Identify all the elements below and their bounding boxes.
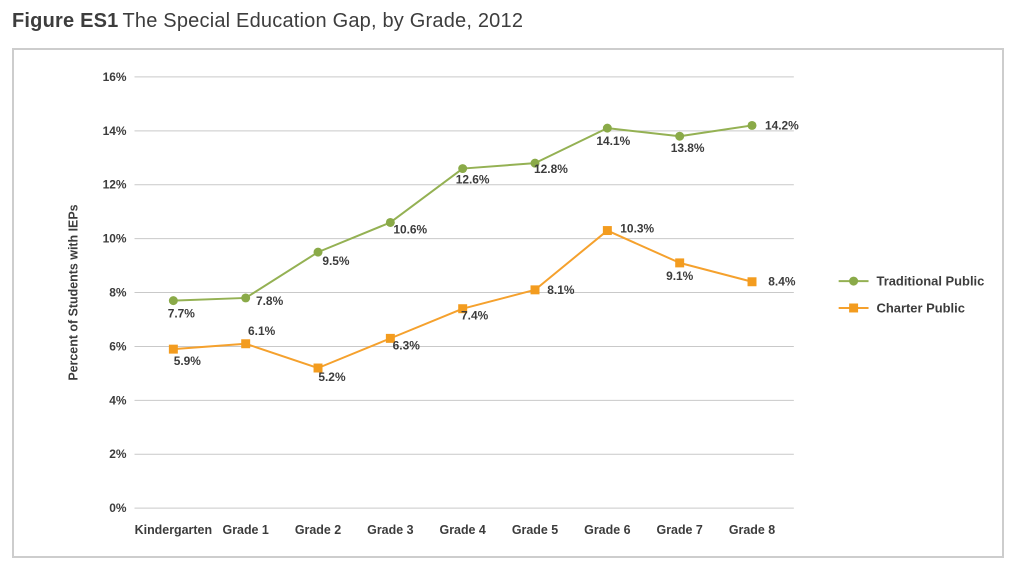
y-tick-label: 10% — [103, 232, 127, 246]
legend-marker-icon — [849, 303, 859, 313]
y-tick-label: 4% — [109, 393, 127, 407]
data-point-marker — [313, 363, 323, 373]
data-point-marker — [530, 158, 540, 168]
data-point-label: 10.6% — [393, 222, 427, 236]
data-point-marker — [313, 247, 323, 257]
data-point-marker — [458, 304, 468, 314]
data-point-marker — [602, 123, 612, 133]
data-point-label: 7.8% — [256, 294, 284, 308]
x-tick-label: Grade 1 — [223, 523, 269, 537]
y-tick-label: 12% — [103, 178, 127, 192]
data-point-label: 6.3% — [393, 338, 421, 352]
data-point-marker — [385, 217, 395, 227]
data-point-label: 14.2% — [765, 118, 799, 132]
data-point-marker — [675, 258, 685, 268]
legend-label: Charter Public — [877, 300, 965, 315]
data-point-label: 7.7% — [168, 307, 196, 321]
data-point-label: 8.1% — [547, 283, 575, 297]
data-point-label: 13.8% — [671, 141, 705, 155]
data-point-marker — [168, 344, 178, 354]
figure-title-text: The Special Education Gap, by Grade, 201… — [122, 10, 524, 32]
data-point-marker — [241, 293, 251, 303]
y-axis-title: Percent of Students with IEPs — [67, 204, 81, 380]
y-tick-label: 2% — [109, 447, 127, 461]
data-point-marker — [458, 164, 468, 174]
data-point-marker — [385, 333, 395, 343]
data-point-marker — [747, 277, 757, 287]
legend-marker-icon — [849, 276, 859, 286]
x-tick-label: Grade 5 — [512, 523, 558, 537]
data-point-label: 10.3% — [620, 222, 654, 236]
y-tick-label: 0% — [109, 501, 127, 515]
x-tick-label: Grade 2 — [295, 523, 341, 537]
data-point-marker — [168, 296, 178, 306]
x-tick-label: Grade 6 — [584, 523, 630, 537]
data-point-marker — [530, 285, 540, 295]
legend-label: Traditional Public — [877, 274, 985, 289]
y-tick-label: 14% — [103, 124, 127, 138]
y-tick-label: 6% — [109, 339, 127, 353]
x-tick-label: Grade 7 — [657, 523, 703, 537]
data-point-label: 5.9% — [174, 354, 202, 368]
data-point-label: 6.1% — [248, 324, 276, 338]
data-point-label: 7.4% — [461, 309, 489, 323]
y-tick-label: 16% — [103, 70, 127, 84]
x-tick-label: Grade 4 — [440, 523, 486, 537]
x-tick-label: Grade 8 — [729, 523, 775, 537]
data-point-label: 12.6% — [456, 172, 490, 186]
figure-title: Figure ES1 The Special Education Gap, by … — [12, 10, 1006, 33]
chart-container: 0% 2% 4% 6% 8% 10% 12% 14% 16% Kindergarten Grade … — [12, 48, 1004, 558]
data-point-label: 9.1% — [666, 269, 694, 283]
x-tick-label: Kindergarten — [135, 523, 212, 537]
data-point-marker — [675, 131, 685, 141]
y-tick-label: 8% — [109, 286, 127, 300]
data-point-marker — [241, 339, 251, 349]
data-point-marker — [747, 120, 757, 130]
data-point-label: 9.5% — [322, 254, 350, 268]
data-point-label: 14.1% — [596, 134, 630, 148]
line-chart: 0% 2% 4% 6% 8% 10% 12% 14% 16% Kindergarten Grade … — [67, 70, 985, 537]
data-point-label: 8.4% — [768, 275, 796, 289]
x-tick-label: Grade 3 — [367, 523, 413, 537]
data-point-label: 5.2% — [318, 370, 346, 384]
data-point-label: 12.8% — [534, 162, 568, 176]
figure-title-prefix: Figure ES1 — [12, 10, 119, 32]
data-point-marker — [602, 226, 612, 236]
